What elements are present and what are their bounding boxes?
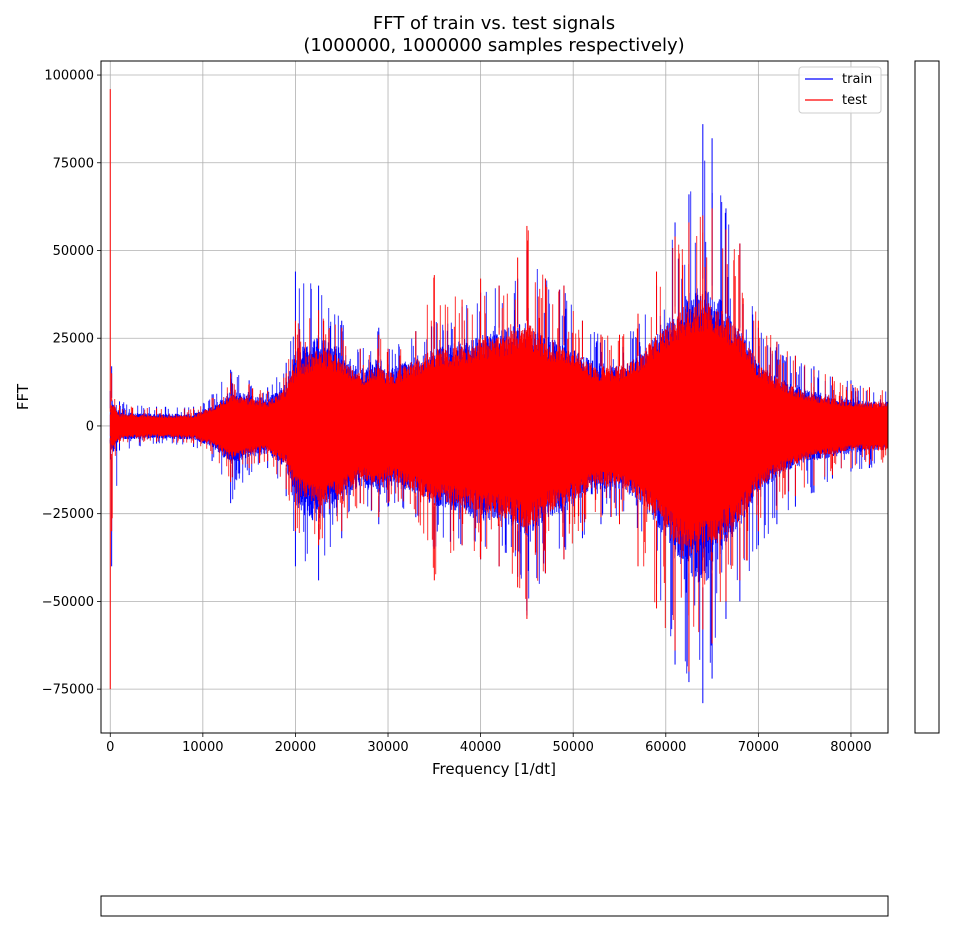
series-test xyxy=(109,89,888,690)
x-tick-label: 70000 xyxy=(738,740,779,755)
y-tick-label: −50000 xyxy=(42,595,94,610)
y-tick-label: 50000 xyxy=(53,244,94,259)
x-tick-label: 60000 xyxy=(645,740,686,755)
legend: train test xyxy=(798,66,882,114)
legend-train-label: train xyxy=(842,72,872,87)
y-tick-label: 75000 xyxy=(53,156,94,171)
y-tick-label: 0 xyxy=(86,419,94,434)
ticks: 0 10000 20000 30000 40000 50000 60000 70000 8000… xyxy=(42,69,872,755)
plot-area: 0 10000 20000 30000 40000 50000 60000 70000 8000… xyxy=(42,60,889,755)
series-test-core xyxy=(110,331,888,524)
y-tick-label: 100000 xyxy=(44,69,94,84)
chart-title: FFT of train vs. test signals xyxy=(373,13,615,34)
y-tick-label: 25000 xyxy=(53,332,94,347)
y-axis-label: FFT xyxy=(14,383,32,410)
plot-frame xyxy=(100,60,889,734)
y-tick-label: −25000 xyxy=(42,507,94,522)
legend-test-label: test xyxy=(842,93,867,108)
x-tick-label: 40000 xyxy=(460,740,501,755)
x-tick-label: 0 xyxy=(106,740,114,755)
series-layer xyxy=(109,89,888,704)
y-tick-label: −75000 xyxy=(42,683,94,698)
chart-subtitle: (1000000, 1000000 samples respectively) xyxy=(303,35,684,56)
x-tick-label: 80000 xyxy=(830,740,871,755)
bottom-panel xyxy=(100,895,889,917)
x-tick-label: 30000 xyxy=(367,740,408,755)
x-axis-label: Frequency [1/dt] xyxy=(432,760,556,778)
x-tick-label: 50000 xyxy=(553,740,594,755)
x-tick-label: 20000 xyxy=(275,740,316,755)
side-panel xyxy=(914,60,940,734)
x-tick-label: 10000 xyxy=(182,740,223,755)
